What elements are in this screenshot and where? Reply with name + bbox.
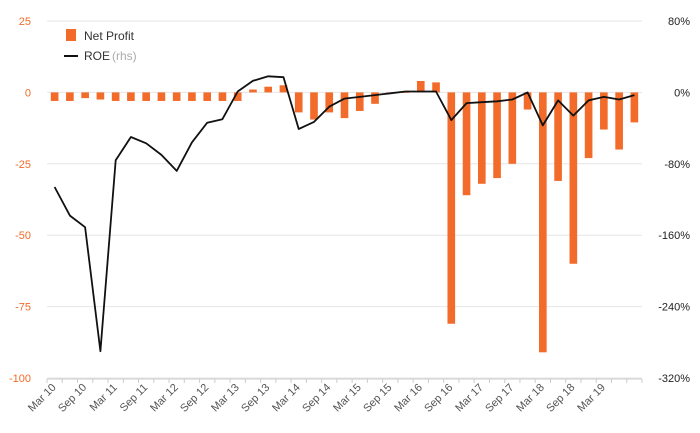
net-profit-bar xyxy=(508,92,517,164)
net-profit-bar xyxy=(172,92,181,101)
net-profit-bar xyxy=(523,92,532,110)
net-profit-bar xyxy=(249,89,257,93)
legend: Net Profit ROE (rhs) xyxy=(64,29,137,63)
net-profit-bar xyxy=(325,92,334,113)
x-tick-label: Mar 15 xyxy=(331,382,364,415)
net-profit-bar xyxy=(50,92,59,101)
net-profit-bar xyxy=(310,92,318,120)
right-tick-label: -80% xyxy=(664,159,690,171)
net-profit-bar xyxy=(584,92,593,159)
net-profit-bar xyxy=(447,92,456,324)
net-profit-bar xyxy=(600,92,608,130)
right-tick-label: -320% xyxy=(658,373,690,385)
left-tick-label: -75 xyxy=(15,302,31,314)
net-profit-bar xyxy=(462,92,471,196)
net-profit-bar xyxy=(355,92,364,111)
net-profit-bar xyxy=(233,92,242,101)
left-tick-label: -50 xyxy=(15,230,31,242)
x-tick-label: Sep 16 xyxy=(422,382,455,415)
net-profit-bar xyxy=(279,85,288,93)
legend-label-net-profit: Net Profit xyxy=(84,29,135,43)
right-tick-label: -240% xyxy=(658,302,690,314)
net-profit-bar xyxy=(81,92,89,99)
net-profit-bar xyxy=(569,92,578,264)
x-tick-label: Mar 12 xyxy=(148,382,181,415)
net-profit-bar xyxy=(203,92,212,101)
net-profit-bar xyxy=(615,92,623,150)
net-profit-bar xyxy=(401,92,410,93)
net-profit-bar xyxy=(111,92,120,101)
x-tick-label: Mar 17 xyxy=(453,382,486,415)
net-profit-bar xyxy=(493,92,501,179)
net-profit-bar xyxy=(66,92,74,101)
x-tick-label: Sep 18 xyxy=(544,382,577,415)
x-tick-label: Sep 17 xyxy=(483,382,516,415)
right-tick-label: -160% xyxy=(658,230,690,242)
x-tick-label: Sep 14 xyxy=(300,382,333,415)
roe-line xyxy=(53,75,635,353)
left-tick-label: 0 xyxy=(25,87,31,99)
legend-swatch-net-profit xyxy=(66,29,76,41)
net-profit-bar xyxy=(432,82,440,93)
x-tick-label: Sep 11 xyxy=(118,382,151,415)
x-tick-label: Sep 10 xyxy=(56,382,89,415)
x-tick-label: Mar 19 xyxy=(575,382,608,415)
right-tick-label: 80% xyxy=(668,16,690,28)
net-profit-bar xyxy=(264,86,273,93)
x-tick-label: Mar 14 xyxy=(270,382,303,415)
net-profit-bar xyxy=(127,92,135,101)
legend-label-roe: ROE xyxy=(84,49,110,63)
net-profit-bar xyxy=(96,92,105,100)
legend-label-roe-suffix: (rhs) xyxy=(112,49,137,63)
net-profit-bar xyxy=(142,92,150,101)
net-profit-bar xyxy=(554,92,562,181)
x-tick-label: Sep 13 xyxy=(239,382,272,415)
net-profit-bar xyxy=(416,80,425,93)
x-tick-label: Mar 16 xyxy=(392,382,425,415)
net-profit-bars xyxy=(50,80,639,353)
right-tick-label: 0% xyxy=(674,87,690,99)
x-tick-label: Mar 13 xyxy=(209,382,242,415)
left-tick-label: 25 xyxy=(19,16,31,28)
net-profit-bar xyxy=(539,92,547,353)
net-profit-bar xyxy=(340,92,349,119)
net-profit-bar xyxy=(157,92,166,101)
net-profit-bar xyxy=(371,92,379,104)
net-profit-bar xyxy=(188,92,196,101)
x-tick-label: Mar 18 xyxy=(514,382,547,415)
net-profit-bar xyxy=(477,92,486,184)
left-tick-label: -25 xyxy=(15,159,31,171)
net-profit-bar xyxy=(630,92,639,123)
x-tick-label: Sep 15 xyxy=(361,382,394,415)
left-axis-ticks: 25 0 -25 -50 -75 -100 xyxy=(9,16,31,385)
net-profit-bar xyxy=(294,92,303,113)
gridlines xyxy=(47,20,642,379)
x-tick-label: Mar 10 xyxy=(26,382,59,415)
right-axis-ticks: 80% 0% -80% -160% -240% -320% xyxy=(658,16,690,385)
left-tick-label: -100 xyxy=(9,373,31,385)
x-tick-label: Mar 11 xyxy=(88,382,120,414)
x-tick-label: Sep 12 xyxy=(178,382,211,415)
net-profit-bar xyxy=(218,92,227,101)
